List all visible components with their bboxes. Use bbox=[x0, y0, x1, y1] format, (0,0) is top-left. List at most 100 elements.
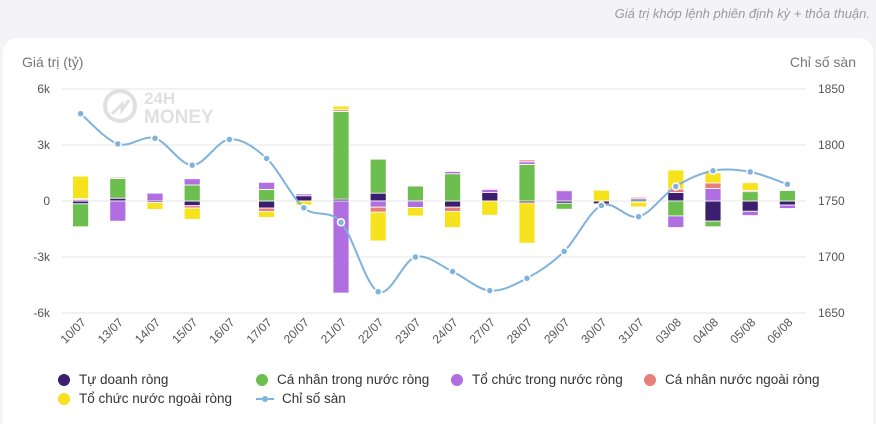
index-point bbox=[671, 182, 681, 191]
index-point bbox=[150, 134, 160, 143]
bar-segment bbox=[555, 202, 573, 210]
index-point bbox=[448, 267, 457, 276]
index-point bbox=[76, 109, 85, 118]
bar-segment bbox=[444, 206, 462, 212]
bar-segment bbox=[109, 197, 127, 202]
right-axis-title: Chỉ số sàn bbox=[789, 54, 856, 70]
x-tick-label: 21/07 bbox=[318, 315, 349, 346]
legend-label: Tổ chức trong nước ròng bbox=[472, 372, 623, 387]
bar-segment bbox=[109, 176, 127, 179]
bar-segment bbox=[406, 200, 424, 208]
bar-segment bbox=[518, 159, 536, 163]
y2-tick-label: 1850 bbox=[818, 82, 845, 96]
index-point bbox=[411, 252, 420, 262]
bar-segment bbox=[72, 175, 89, 199]
bar-segment bbox=[741, 210, 759, 216]
index-point bbox=[187, 160, 197, 170]
index-point bbox=[634, 212, 643, 221]
index-point bbox=[597, 201, 606, 210]
bar-segment bbox=[667, 215, 685, 228]
legend-item-tu-doanh[interactable]: Tự doanh ròng bbox=[58, 372, 168, 387]
x-tick-label: 23/07 bbox=[392, 315, 423, 346]
legend-swatch bbox=[451, 373, 463, 386]
legend-swatch bbox=[58, 373, 70, 386]
bar-segment bbox=[183, 178, 201, 186]
index-point bbox=[336, 218, 346, 227]
legend-line-swatch bbox=[256, 393, 274, 405]
legend-item-ca-nhan-nuoc-ngoai[interactable]: Cá nhân nước ngoài ròng bbox=[644, 372, 820, 387]
bar-segment bbox=[741, 182, 759, 191]
index-point bbox=[299, 203, 309, 212]
bar-segment bbox=[369, 158, 387, 194]
bar-segment bbox=[146, 192, 164, 202]
legend-item-chi-so-san[interactable]: Chỉ số sàn bbox=[256, 391, 346, 406]
bar-segment bbox=[555, 190, 573, 202]
legend-label: Chỉ số sàn bbox=[282, 391, 346, 406]
bar-segment bbox=[369, 200, 387, 208]
bar-segment bbox=[704, 188, 722, 202]
index-line bbox=[79, 112, 788, 294]
bar-segment bbox=[183, 207, 201, 220]
x-tick-label: 10/07 bbox=[58, 315, 89, 346]
bar-segment bbox=[183, 200, 201, 207]
bar-segment bbox=[555, 189, 573, 192]
y2-tick-label: 1750 bbox=[818, 194, 845, 208]
x-tick-label: 30/07 bbox=[578, 315, 609, 346]
svg-text:MONEY: MONEY bbox=[144, 107, 214, 128]
bar-segment bbox=[704, 200, 722, 222]
left-axis-title: Giá trị (tỷ) bbox=[22, 54, 84, 70]
y-tick-label: -3k bbox=[33, 250, 51, 264]
index-point bbox=[485, 286, 495, 295]
legend-item-ca-nhan-trong-nuoc[interactable]: Cá nhân trong nước ròng bbox=[256, 372, 429, 387]
bar-segment bbox=[518, 164, 536, 202]
x-tick-label: 17/07 bbox=[244, 315, 275, 346]
bar-segment bbox=[667, 200, 685, 217]
svg-text:24H: 24H bbox=[144, 89, 175, 108]
x-tick-label: 06/08 bbox=[764, 315, 795, 346]
legend-swatch bbox=[644, 373, 656, 386]
x-tick-label: 14/07 bbox=[132, 315, 163, 346]
x-tick-label: 05/08 bbox=[727, 315, 758, 346]
bar-segment bbox=[630, 196, 647, 199]
bar-segment bbox=[704, 220, 722, 228]
bar-segment bbox=[332, 200, 350, 294]
y-tick-label: 6k bbox=[37, 82, 51, 96]
bar-segment bbox=[332, 111, 350, 200]
bar-segment bbox=[444, 173, 462, 202]
legend-item-to-chuc-trong-nuoc[interactable]: Tổ chức trong nước ròng bbox=[451, 372, 623, 387]
x-tick-label: 13/07 bbox=[95, 315, 126, 346]
index-point bbox=[783, 179, 792, 189]
legend-item-to-chuc-nuoc-ngoai[interactable]: Tổ chức nước ngoài ròng bbox=[58, 391, 232, 406]
x-tick-label: 16/07 bbox=[206, 315, 237, 346]
legend-label: Cá nhân trong nước ròng bbox=[277, 372, 430, 387]
bar-segment bbox=[518, 202, 536, 244]
bar-segment bbox=[72, 200, 89, 205]
x-tick-label: 31/07 bbox=[616, 315, 647, 346]
bar-segment bbox=[369, 211, 387, 242]
x-tick-label: 28/07 bbox=[504, 315, 535, 346]
bar-segment bbox=[704, 182, 722, 189]
bar-segment bbox=[258, 189, 276, 202]
y-tick-label: 0 bbox=[43, 194, 50, 208]
legend-label: Tự doanh ròng bbox=[79, 372, 169, 387]
bar-segment bbox=[146, 202, 164, 210]
bar-segment bbox=[481, 200, 499, 216]
bar-segment bbox=[481, 189, 499, 193]
index-point bbox=[745, 167, 755, 177]
legend-label: Tổ chức nước ngoài ròng bbox=[79, 391, 233, 406]
y2-tick-label: 1650 bbox=[818, 306, 845, 320]
index-point bbox=[225, 135, 234, 144]
bar-segment bbox=[741, 191, 759, 202]
bar-segment bbox=[779, 200, 796, 206]
bar-segment bbox=[369, 192, 387, 202]
index-point bbox=[262, 154, 271, 163]
x-tick-label: 22/07 bbox=[355, 315, 386, 346]
bar-segment bbox=[258, 200, 276, 209]
bar-segment bbox=[295, 193, 313, 197]
bar-segment bbox=[779, 204, 796, 209]
bar-segment bbox=[369, 206, 387, 213]
bar-segment bbox=[630, 201, 647, 208]
legend-swatch bbox=[58, 392, 70, 405]
